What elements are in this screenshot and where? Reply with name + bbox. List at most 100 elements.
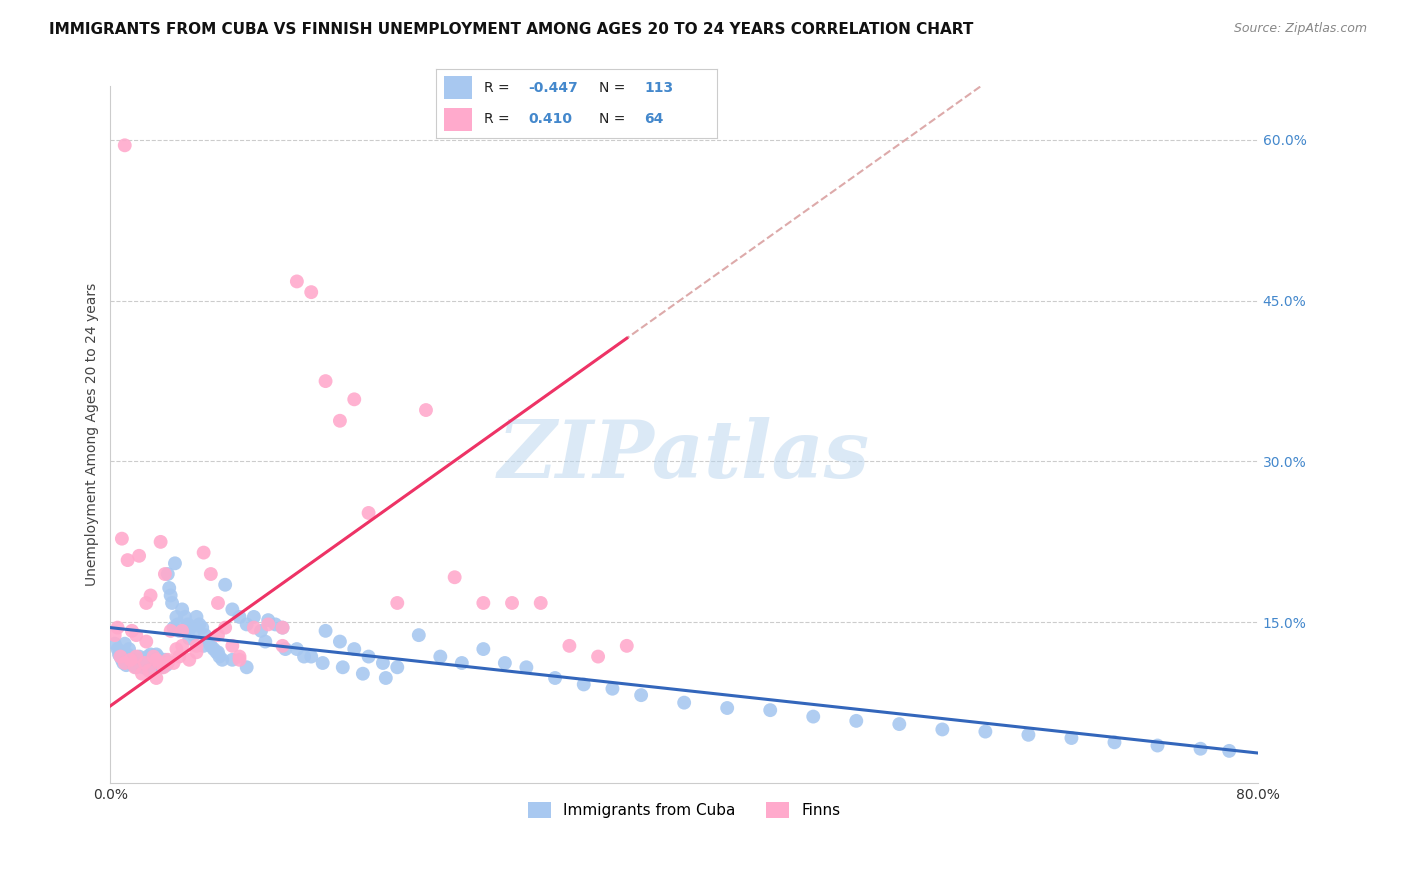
Point	[387, 660, 409, 674]
Point	[191, 621, 214, 635]
Point	[183, 628, 205, 642]
Point	[156, 653, 179, 667]
Point	[274, 642, 297, 657]
Point	[271, 621, 294, 635]
Point	[125, 649, 148, 664]
Point	[172, 624, 194, 638]
Point	[156, 656, 179, 670]
Point	[180, 621, 202, 635]
Point	[142, 653, 165, 667]
Point	[149, 658, 172, 673]
Point	[172, 602, 194, 616]
Point	[221, 602, 243, 616]
Point	[107, 642, 129, 657]
Point	[228, 610, 250, 624]
Point	[257, 617, 280, 632]
Point	[121, 624, 143, 638]
Point	[214, 578, 236, 592]
Point	[501, 596, 523, 610]
Point	[616, 639, 638, 653]
Point	[630, 688, 652, 702]
Legend: Immigrants from Cuba, Finns: Immigrants from Cuba, Finns	[522, 796, 846, 824]
Text: ZIPatlas: ZIPatlas	[498, 417, 870, 494]
Point	[200, 639, 222, 653]
Point	[352, 666, 374, 681]
Point	[558, 639, 581, 653]
Point	[141, 660, 163, 674]
Point	[602, 681, 624, 696]
Point	[1189, 741, 1212, 756]
Point	[159, 589, 181, 603]
Point	[271, 621, 294, 635]
Point	[889, 717, 911, 731]
Point	[228, 653, 250, 667]
Text: 113: 113	[644, 81, 673, 95]
Point	[108, 648, 131, 662]
Y-axis label: Unemployment Among Ages 20 to 24 years: Unemployment Among Ages 20 to 24 years	[86, 283, 100, 586]
Point	[114, 138, 136, 153]
Point	[572, 677, 595, 691]
Point	[111, 532, 134, 546]
Point	[443, 570, 465, 584]
Point	[145, 671, 167, 685]
Point	[179, 653, 201, 667]
Point	[271, 639, 294, 653]
Point	[1017, 728, 1039, 742]
Point	[586, 649, 609, 664]
Point	[152, 660, 174, 674]
Point	[149, 534, 172, 549]
Point	[202, 642, 225, 657]
Point	[135, 656, 157, 670]
Point	[254, 634, 277, 648]
Point	[408, 628, 430, 642]
Point	[530, 596, 553, 610]
Point	[155, 658, 177, 673]
Point	[285, 275, 308, 289]
Point	[111, 653, 134, 667]
Point	[162, 621, 184, 635]
Point	[152, 656, 174, 670]
Point	[165, 642, 187, 657]
Point	[1104, 735, 1126, 749]
Point	[165, 610, 187, 624]
Point	[257, 613, 280, 627]
Point	[374, 671, 396, 685]
Point	[371, 656, 394, 670]
Point	[131, 666, 153, 681]
Point	[472, 596, 495, 610]
Point	[544, 671, 567, 685]
Point	[197, 634, 219, 648]
Point	[221, 653, 243, 667]
Point	[110, 649, 132, 664]
Point	[138, 664, 160, 678]
Point	[114, 637, 136, 651]
Point	[172, 639, 194, 653]
Point	[299, 649, 322, 664]
Point	[299, 285, 322, 300]
Point	[112, 656, 135, 670]
Point	[845, 714, 868, 728]
Point	[1060, 731, 1083, 745]
Point	[472, 642, 495, 657]
Point	[135, 634, 157, 648]
Point	[118, 642, 141, 657]
Point	[124, 660, 146, 674]
Text: Source: ZipAtlas.com: Source: ZipAtlas.com	[1233, 22, 1367, 36]
Text: IMMIGRANTS FROM CUBA VS FINNISH UNEMPLOYMENT AMONG AGES 20 TO 24 YEARS CORRELATI: IMMIGRANTS FROM CUBA VS FINNISH UNEMPLOY…	[49, 22, 973, 37]
Point	[174, 610, 197, 624]
Point	[167, 624, 190, 638]
Point	[801, 709, 824, 723]
Point	[207, 628, 229, 642]
Point	[177, 617, 200, 632]
Text: R =: R =	[484, 81, 513, 95]
Point	[134, 656, 156, 670]
Point	[228, 649, 250, 664]
Point	[494, 656, 516, 670]
Point	[143, 656, 166, 670]
Point	[329, 634, 352, 648]
Point	[207, 596, 229, 610]
Point	[117, 553, 139, 567]
Text: 64: 64	[644, 112, 664, 126]
Point	[104, 637, 127, 651]
Point	[132, 660, 155, 674]
